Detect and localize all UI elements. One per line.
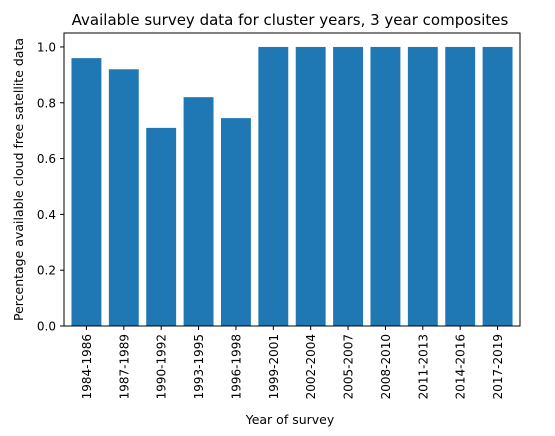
y-axis-label: Percentage available cloud free satellit…	[11, 38, 26, 321]
x-tick-label: 1996-1998	[229, 334, 243, 399]
plot-frame	[63, 32, 521, 327]
x-tick-label: 2011-2013	[416, 334, 430, 399]
bars-group	[71, 46, 513, 327]
bar-1999-2001	[258, 46, 289, 326]
y-tick-label: 0.0	[37, 320, 56, 334]
x-tick-label: 2002-2004	[304, 334, 318, 399]
x-tick-label: 2008-2010	[379, 334, 393, 399]
x-axis-ticks: 1984-1986 1987-1989 1990-1992 1993-1995 1996…	[80, 326, 505, 399]
bar-2011-2013	[407, 46, 438, 326]
chart-title: Available survey data for cluster years,…	[72, 11, 509, 29]
x-tick-label: 1987-1989	[117, 334, 131, 399]
bar-1990-1992	[146, 127, 177, 326]
y-tick-label: 0.2	[37, 264, 56, 278]
y-tick-label: 0.4	[37, 208, 56, 222]
x-tick-label: 1999-2001	[267, 334, 281, 399]
x-tick-label: 1984-1986	[80, 334, 94, 399]
bar-1984-1986	[71, 58, 102, 326]
x-tick-label: 1993-1995	[192, 334, 206, 399]
bar-2008-2010	[370, 46, 401, 326]
x-axis-label: Year of survey	[245, 412, 335, 427]
bar-2014-2016	[445, 46, 476, 326]
bar-2017-2019	[482, 46, 513, 326]
y-axis-ticks: 0.0 0.2 0.4 0.6 0.8 1.0	[37, 40, 64, 334]
bar-1993-1995	[183, 97, 214, 326]
x-tick-label: 1990-1992	[155, 334, 169, 399]
bar-1987-1989	[108, 69, 139, 327]
x-tick-label: 2014-2016	[454, 334, 468, 399]
y-tick-label: 0.6	[37, 152, 56, 166]
bar-2005-2007	[333, 46, 364, 326]
bar-2002-2004	[295, 46, 326, 326]
x-tick-label: 2005-2007	[342, 334, 356, 399]
y-tick-label: 1.0	[37, 40, 56, 54]
x-tick-label: 2017-2019	[491, 334, 505, 399]
bar-1996-1998	[220, 118, 251, 326]
y-tick-label: 0.8	[37, 96, 56, 110]
